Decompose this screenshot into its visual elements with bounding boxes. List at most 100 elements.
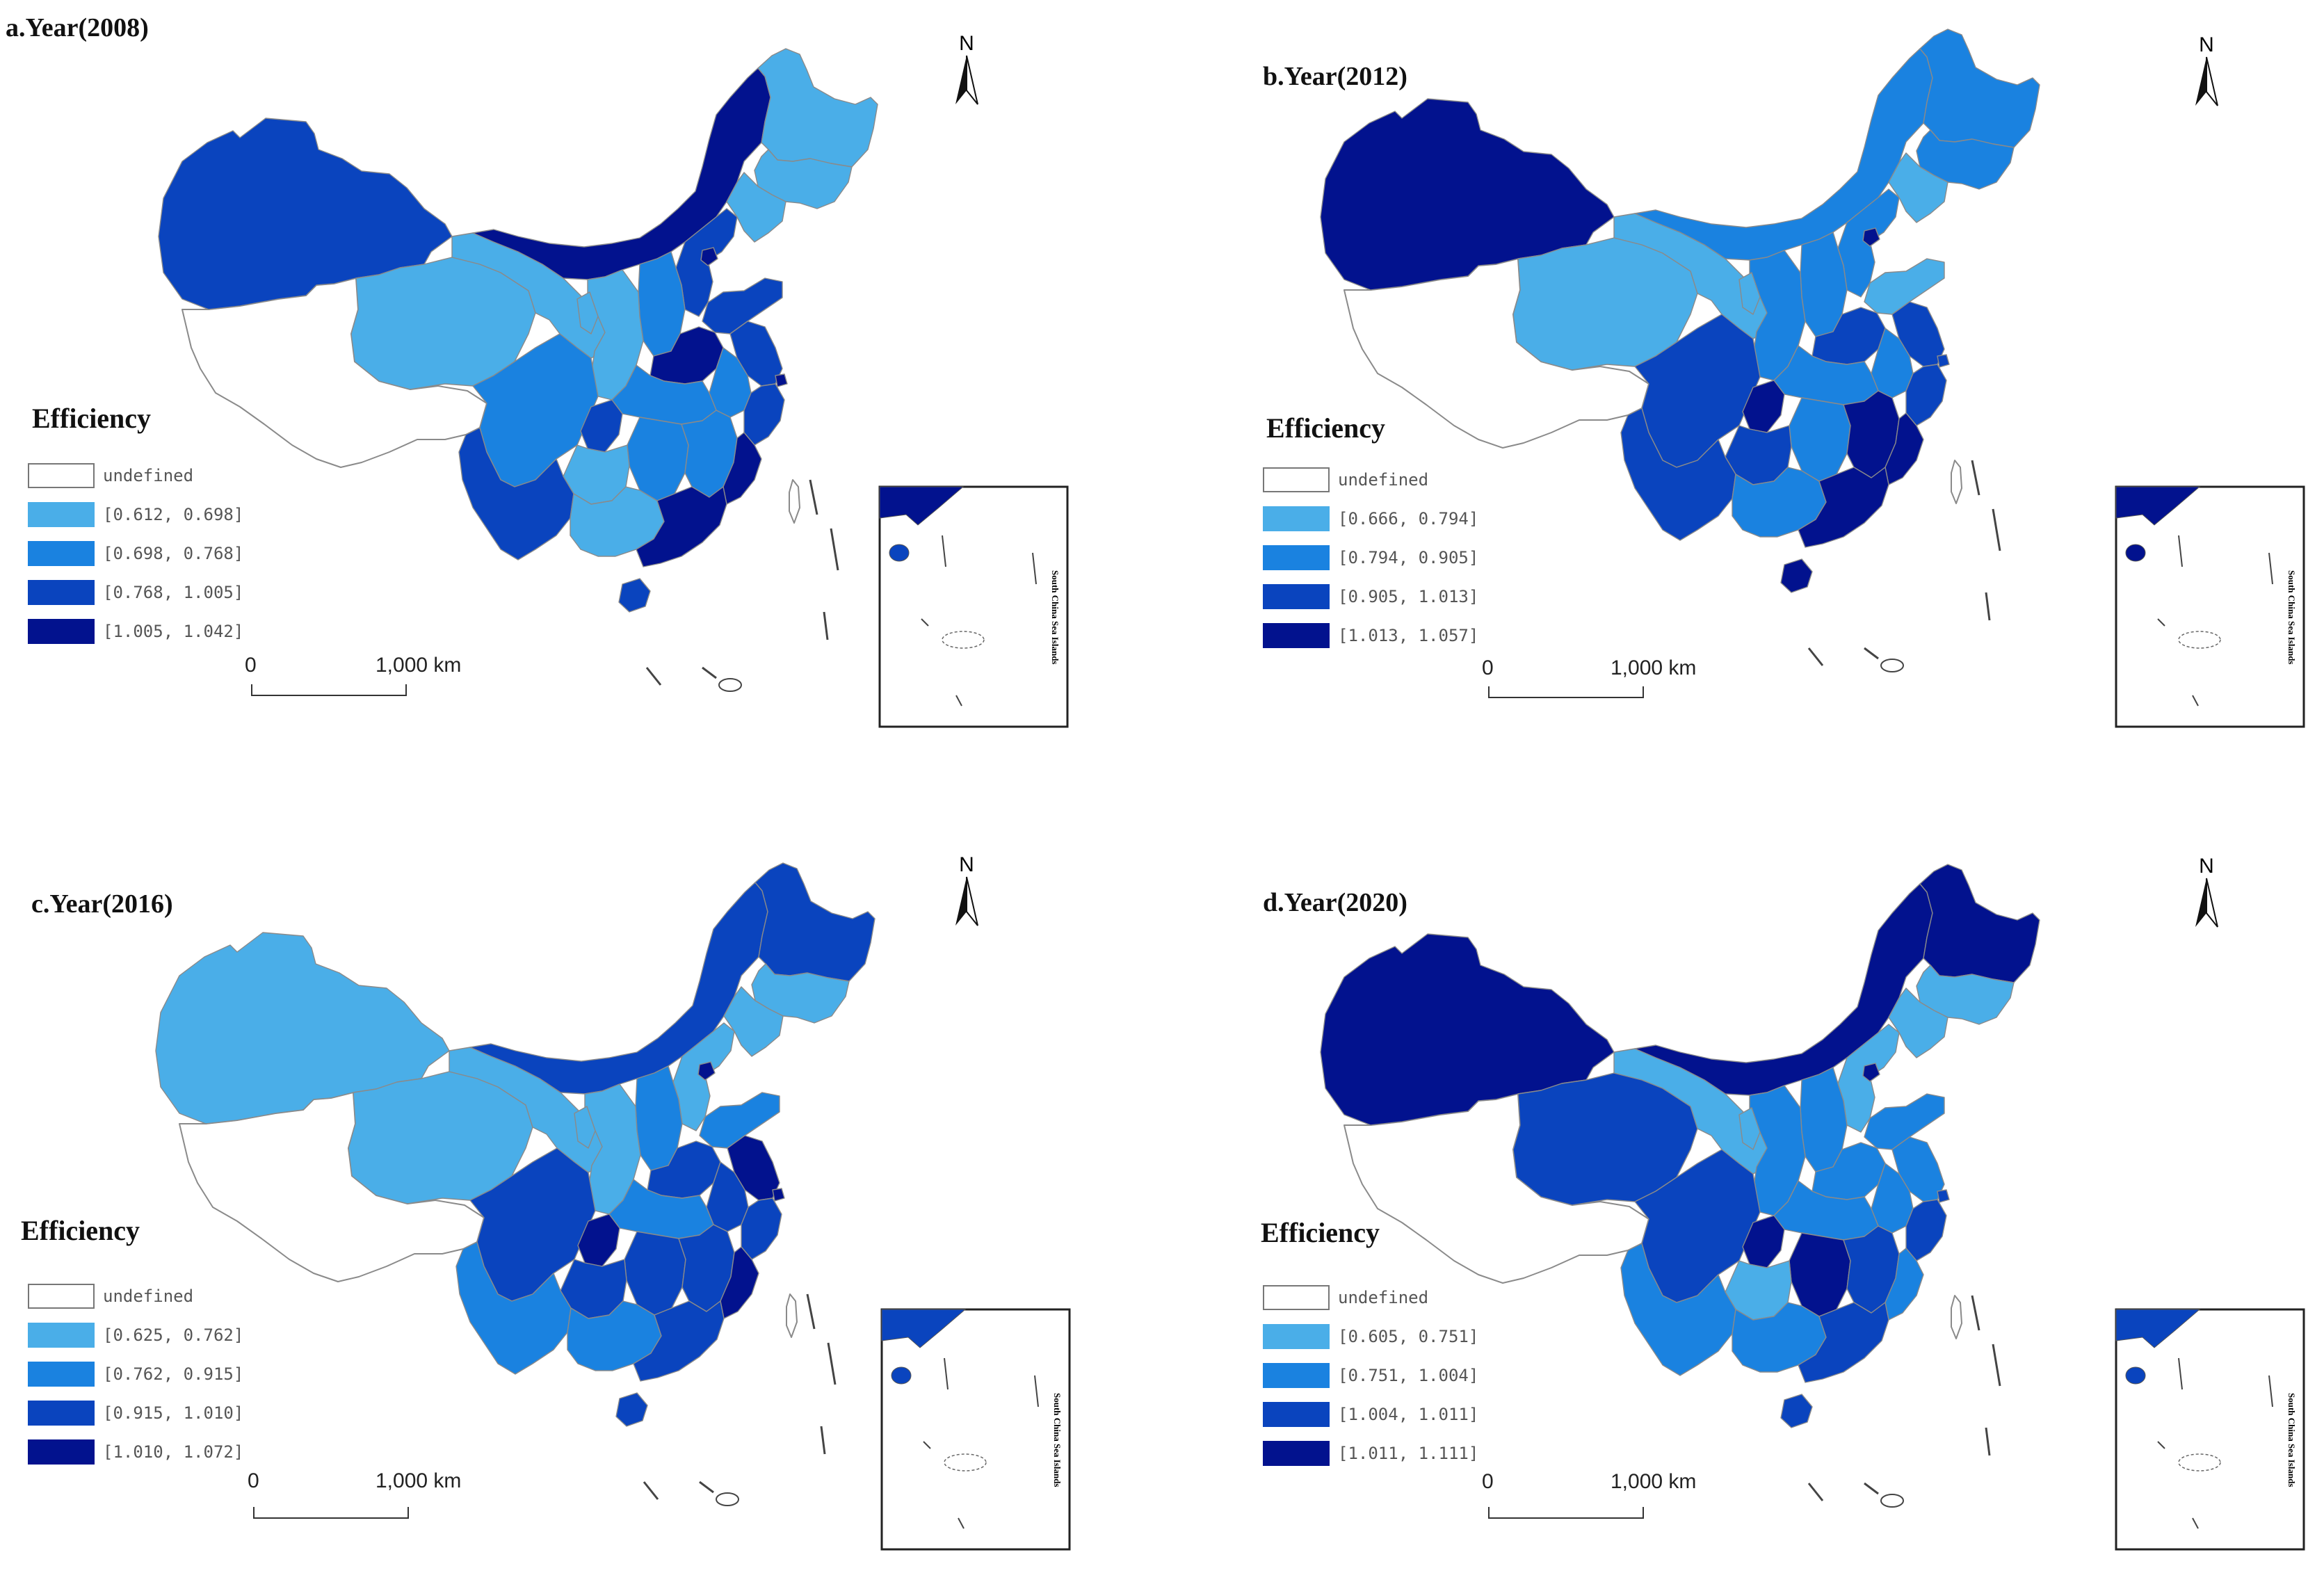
scale-bar-line (251, 684, 407, 696)
legend-item: [0.768, 1.005] (28, 577, 243, 608)
scale-bar-line (1488, 686, 1644, 698)
nine-dash-line-segment (702, 666, 717, 679)
province-liaoning (1888, 152, 1948, 223)
legend-label: undefined (103, 466, 194, 485)
province-heilongjiang (1919, 864, 2040, 983)
inset-caption: South China Sea Islands (2286, 570, 2297, 664)
nine-dash-line-segment (1971, 1295, 1980, 1331)
nine-dash-line-segment (820, 1426, 826, 1455)
legend-label: undefined (1338, 470, 1429, 490)
province-hunan (1789, 397, 1851, 482)
legend-label: [0.605, 0.751] (1338, 1327, 1479, 1346)
province-shandong (1864, 258, 1945, 315)
inset-dash-segment (2178, 1357, 2183, 1390)
panel-title: a.Year(2008) (6, 13, 149, 42)
inset-dash-segment (2192, 695, 2199, 707)
nine-dash-line-segment (1864, 647, 1879, 660)
legend-label: [0.698, 0.768] (103, 544, 244, 563)
inset-frame (2115, 485, 2305, 728)
legend-swatch (1263, 623, 1330, 648)
nine-dash-line-segment (823, 611, 829, 640)
inset-frame (880, 1308, 1071, 1551)
inset-dash-segment (2157, 618, 2165, 627)
nine-dash-line-segment (643, 1481, 659, 1500)
china-provinces (1320, 864, 2040, 1508)
province-chongqing (580, 399, 623, 453)
legend-item: [0.905, 1.013] (1263, 581, 1478, 612)
province-qinghai (348, 1071, 533, 1204)
map-panel-2020: d.Year(2020) N South China Sea Islands Ef… (1162, 786, 2324, 1573)
north-label: N (959, 853, 974, 876)
legend-swatch (28, 1323, 95, 1348)
province-qinghai (1512, 237, 1698, 371)
legend-item: [1.010, 1.072] (28, 1437, 243, 1467)
china-provinces (1320, 29, 2040, 672)
province-taiwan (786, 1293, 798, 1338)
china-provinces (155, 862, 875, 1506)
inset-frame (2115, 1308, 2305, 1551)
province-hunan (624, 1231, 686, 1316)
nine-dash-line-segment (1992, 1344, 2001, 1387)
legend-item: [0.666, 0.794] (1263, 503, 1478, 534)
province-beijing (1862, 227, 1880, 247)
inset-hainan (2125, 1366, 2146, 1385)
north-arrow-icon: N (955, 32, 978, 105)
province-hainan (618, 578, 651, 613)
province-beijing (697, 1061, 716, 1081)
legend-item: [0.698, 0.768] (28, 538, 243, 569)
legend-item: [0.762, 0.915] (28, 1359, 243, 1389)
legend-label: [0.612, 0.698] (103, 505, 244, 524)
nine-dash-line-segment (830, 528, 839, 571)
inset-dash-segment (2192, 1517, 2199, 1529)
panel-title: d.Year(2020) (1263, 888, 1407, 917)
legend-label: [0.905, 1.013] (1338, 587, 1479, 606)
inset-islands (2178, 1453, 2221, 1471)
inset-mainland (881, 1309, 967, 1348)
island-outline (718, 678, 742, 692)
legend-item-undefined: undefined (28, 460, 193, 491)
province-ningxia (1738, 272, 1761, 315)
legend-label: [0.762, 0.915] (103, 1364, 244, 1384)
legend-swatch (1263, 467, 1330, 492)
legend-swatch (1263, 506, 1330, 531)
province-jilin (1916, 965, 2015, 1025)
province-shanghai (1937, 1189, 1950, 1203)
province-innerMongolia (472, 67, 771, 280)
legend-label: [0.625, 0.762] (103, 1325, 244, 1345)
province-taiwan (1951, 460, 1962, 504)
island-outline (1880, 1494, 1904, 1508)
china-map: N South China Sea Islands (1320, 855, 2305, 1551)
legend-label: [1.005, 1.042] (103, 622, 244, 641)
north-label: N (959, 32, 974, 55)
scale-bar-line (253, 1507, 409, 1519)
nine-dash-line-segment (1985, 592, 1991, 621)
province-shanghai (772, 1188, 785, 1202)
china-map: N South China Sea Islands (155, 853, 1071, 1551)
legend-swatch (28, 1284, 95, 1309)
province-liaoning (726, 172, 786, 243)
south-china-sea-inset: South China Sea Islands (2115, 1308, 2305, 1551)
province-jilin (1916, 129, 2015, 190)
inset-dash-segment (2268, 552, 2273, 585)
legend-swatch (28, 502, 95, 527)
scale-zero-label: 0 (248, 1469, 259, 1492)
legend-label: [0.768, 1.005] (103, 583, 244, 602)
legend-item: [1.005, 1.042] (28, 616, 243, 647)
province-hainan (615, 1392, 648, 1427)
legend-item: [0.625, 0.762] (28, 1320, 243, 1350)
scale-distance-label: 1,000 km (1611, 1470, 1697, 1493)
province-taiwan (789, 479, 800, 524)
south-china-sea-inset: South China Sea Islands (878, 485, 1069, 728)
province-qinghai (1512, 1072, 1698, 1206)
inset-dash-segment (2178, 535, 2183, 567)
south-china-sea-inset: South China Sea Islands (2115, 485, 2305, 728)
scale-zero-label: 0 (245, 654, 257, 677)
nine-dash-line-segment (645, 667, 662, 686)
province-chongqing (1742, 1215, 1785, 1268)
legend-item-undefined: undefined (1263, 465, 1428, 495)
legend-label: [0.751, 1.004] (1338, 1366, 1479, 1385)
north-arrow-icon: N (955, 853, 978, 926)
province-jilin (754, 149, 853, 209)
panel-title: c.Year(2016) (31, 889, 173, 919)
province-heilongjiang (1919, 29, 2040, 148)
